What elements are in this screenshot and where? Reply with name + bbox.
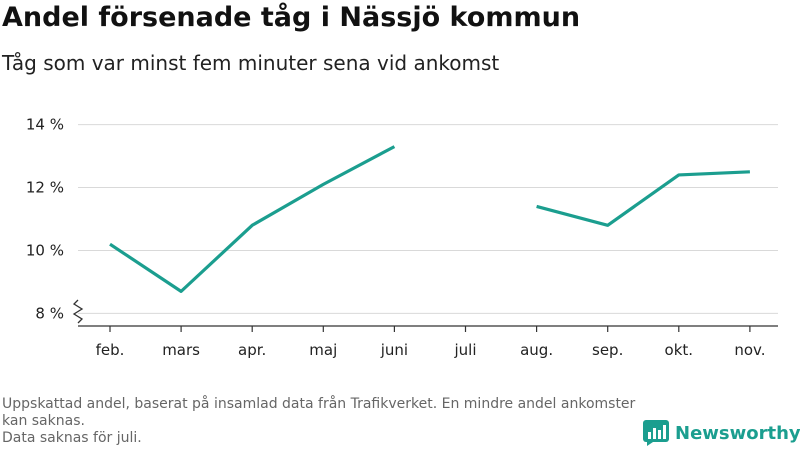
series-lines: [109, 145, 750, 293]
x-tick-label: aug.: [520, 341, 553, 359]
bar-chart-logo-icon: [643, 420, 669, 446]
x-tick-label: nov.: [734, 341, 765, 359]
brand-name: Newsworthy: [675, 422, 800, 444]
chart-subtitle: Tåg som var minst fem minuter sena vid a…: [2, 51, 500, 75]
footnote: Uppskattad andel, baserat på insamlad da…: [2, 396, 642, 447]
y-tick-label: 12 %: [26, 179, 64, 197]
footnote-missing-data: Data saknas för juli.: [2, 430, 142, 446]
y-tick-label: 14 %: [26, 116, 64, 134]
x-tick-label: juli: [453, 341, 476, 359]
x-tick-label: maj: [309, 341, 337, 359]
grid-lines: [78, 124, 778, 314]
series-line-segment: [109, 145, 396, 293]
footnote-source: Uppskattad andel, baserat på insamlad da…: [2, 396, 636, 429]
x-tick-label: sep.: [592, 341, 623, 359]
brand-logo: Newsworthy: [643, 420, 800, 446]
x-tick-label: feb.: [96, 341, 125, 359]
x-tick-label: mars: [162, 341, 200, 359]
y-tick-label: 8 %: [35, 304, 64, 322]
chart-title: Andel försenade tåg i Nässjö kommun: [2, 2, 581, 33]
x-axis: feb. mars apr. maj juni juli aug. sep. okt. nov.: [72, 299, 778, 359]
x-tick-label: apr.: [238, 341, 266, 359]
x-tick-label: juni: [380, 341, 408, 359]
axis-break-icon: [72, 299, 84, 324]
line-chart: 8 % 10 % 12 % 14 % feb. mars apr. maj juni juli a…: [26, 116, 778, 359]
y-axis-ticks: 8 % 10 % 12 % 14 %: [26, 116, 64, 323]
x-tick-label: okt.: [665, 341, 694, 359]
y-tick-label: 10 %: [26, 241, 64, 259]
series-line-segment: [536, 170, 750, 227]
